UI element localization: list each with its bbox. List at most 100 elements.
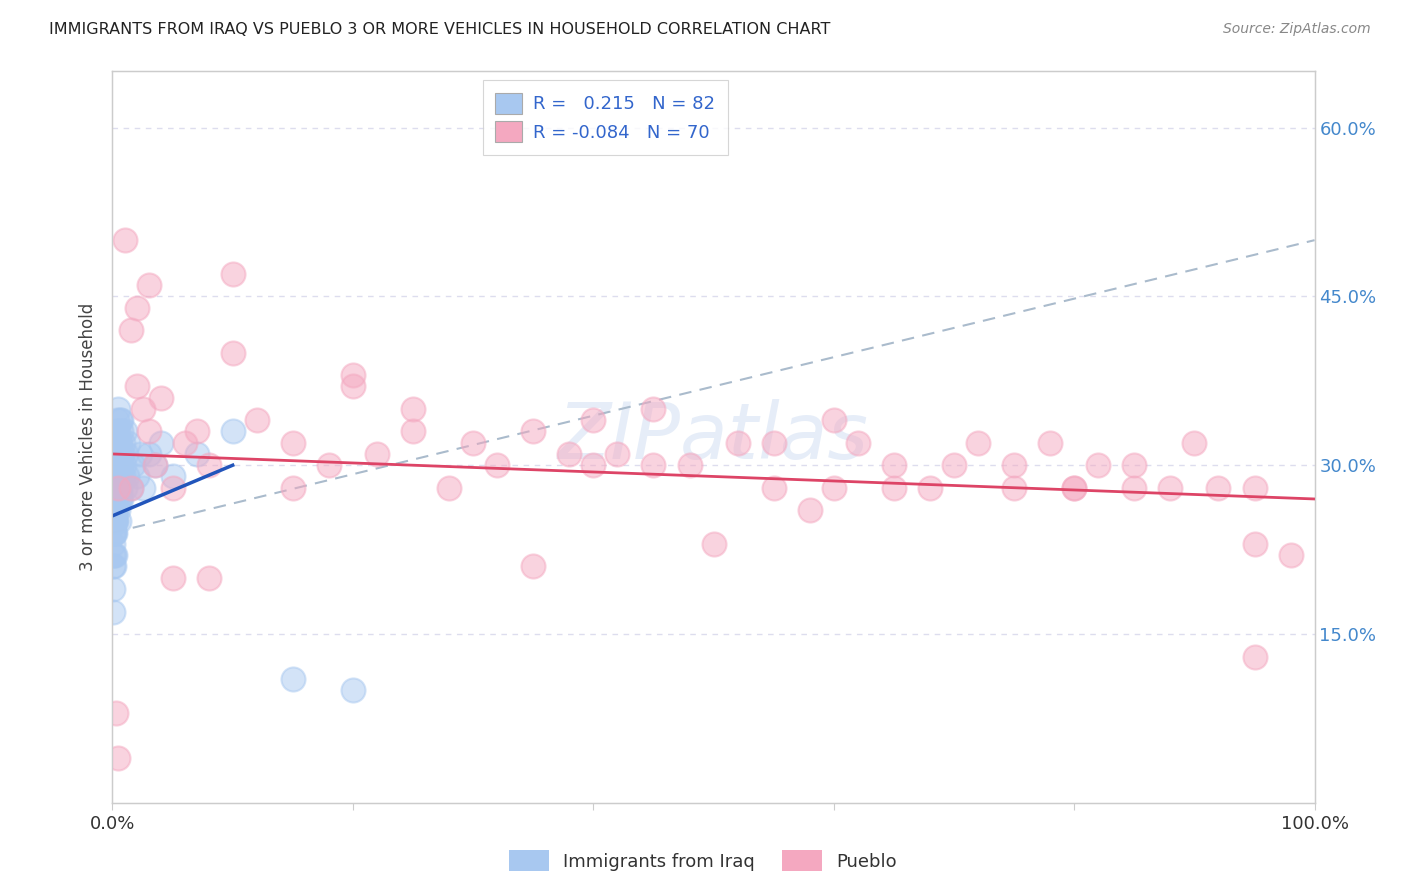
Point [104, 447, 127, 461]
Point [101, 582, 124, 596]
Point [762, 481, 785, 495]
Point [104, 525, 127, 540]
Point [402, 401, 425, 416]
Point [823, 481, 845, 495]
Text: Source: ZipAtlas.com: Source: ZipAtlas.com [1223, 22, 1371, 37]
Point [281, 672, 304, 686]
Point [104, 469, 127, 483]
Point [342, 683, 364, 698]
Point [1243, 481, 1265, 495]
Legend: R =   0.215   N = 82, R = -0.084   N = 70: R = 0.215 N = 82, R = -0.084 N = 70 [482, 80, 728, 154]
Point [131, 401, 153, 416]
Point [114, 425, 136, 439]
Point [402, 425, 425, 439]
Point [104, 481, 127, 495]
Point [108, 491, 131, 506]
Point [105, 447, 128, 461]
Point [1087, 458, 1109, 473]
Point [281, 435, 304, 450]
Text: IMMIGRANTS FROM IRAQ VS PUEBLO 3 OR MORE VEHICLES IN HOUSEHOLD CORRELATION CHART: IMMIGRANTS FROM IRAQ VS PUEBLO 3 OR MORE… [49, 22, 831, 37]
Point [342, 368, 364, 383]
Point [108, 515, 131, 529]
Point [108, 469, 131, 483]
Point [104, 503, 127, 517]
Point [125, 469, 148, 483]
Point [110, 413, 132, 427]
Point [120, 323, 142, 337]
Point [162, 481, 184, 495]
Point [104, 435, 127, 450]
Point [110, 491, 132, 506]
Point [643, 458, 665, 473]
Point [967, 435, 990, 450]
Point [112, 435, 135, 450]
Point [103, 458, 125, 473]
Point [103, 525, 125, 540]
Point [129, 447, 152, 461]
Point [105, 435, 128, 450]
Point [823, 413, 845, 427]
Point [643, 401, 665, 416]
Point [1208, 481, 1230, 495]
Point [143, 458, 166, 473]
Point [105, 481, 128, 495]
Point [186, 425, 208, 439]
Point [105, 425, 128, 439]
Point [117, 435, 139, 450]
Point [1243, 537, 1265, 551]
Point [186, 447, 208, 461]
Point [114, 233, 136, 247]
Point [883, 481, 905, 495]
Point [105, 706, 128, 720]
Point [105, 491, 128, 506]
Point [105, 469, 128, 483]
Point [114, 447, 136, 461]
Point [582, 458, 605, 473]
Point [138, 447, 160, 461]
Point [103, 481, 125, 495]
Point [103, 491, 125, 506]
Point [107, 481, 129, 495]
Point [103, 559, 125, 574]
Point [107, 447, 129, 461]
Point [125, 379, 148, 393]
Point [461, 435, 484, 450]
Point [107, 469, 129, 483]
Y-axis label: 3 or more Vehicles in Household: 3 or more Vehicles in Household [79, 303, 97, 571]
Point [149, 435, 172, 450]
Point [103, 537, 125, 551]
Point [606, 447, 628, 461]
Point [727, 435, 749, 450]
Point [1002, 458, 1025, 473]
Point [366, 447, 388, 461]
Point [105, 458, 128, 473]
Point [558, 447, 581, 461]
Point [122, 458, 145, 473]
Point [108, 491, 131, 506]
Point [222, 425, 245, 439]
Point [108, 413, 131, 427]
Point [162, 571, 184, 585]
Point [437, 481, 460, 495]
Point [131, 481, 153, 495]
Point [103, 525, 125, 540]
Point [111, 447, 134, 461]
Point [918, 481, 941, 495]
Point [1123, 458, 1146, 473]
Point [162, 469, 184, 483]
Point [762, 435, 785, 450]
Point [104, 548, 127, 562]
Point [104, 515, 127, 529]
Point [115, 469, 138, 483]
Point [103, 525, 125, 540]
Point [942, 458, 965, 473]
Point [1279, 548, 1302, 562]
Point [149, 391, 172, 405]
Point [105, 413, 128, 427]
Point [1039, 435, 1062, 450]
Point [1123, 481, 1146, 495]
Point [101, 548, 124, 562]
Point [110, 458, 132, 473]
Point [1243, 649, 1265, 664]
Point [281, 481, 304, 495]
